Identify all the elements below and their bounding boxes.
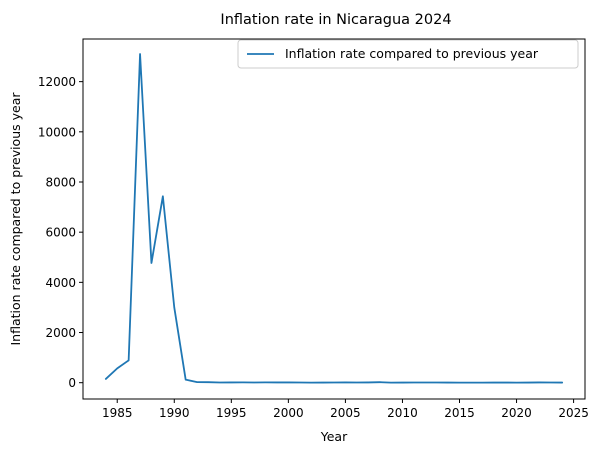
x-axis: 1985 1990 1995 2000 2005 2010 2015 2020 2025 <box>102 399 589 420</box>
y-tick-label: 2000 <box>45 326 76 340</box>
x-axis-label: Year <box>320 429 348 444</box>
legend: Inflation rate compared to previous year <box>237 39 579 69</box>
plot-area-frame <box>82 38 586 400</box>
y-tick-label: 12000 <box>38 75 76 89</box>
x-tick-label: 2010 <box>387 406 418 420</box>
y-tick-label: 6000 <box>45 226 76 240</box>
y-tick-label: 0 <box>68 376 76 390</box>
x-tick-label: 2005 <box>330 406 361 420</box>
legend-entry-label: Inflation rate compared to previous year <box>285 46 539 61</box>
x-tick-label: 1995 <box>216 406 247 420</box>
legend-box <box>237 39 579 69</box>
series-line <box>104 53 564 384</box>
x-tick-label: 1985 <box>102 406 133 420</box>
y-axis-label: Inflation rate compared to previous year <box>8 92 23 346</box>
y-tick-label: 10000 <box>38 125 76 139</box>
x-tick-label: 2025 <box>558 406 589 420</box>
y-tick-label: 8000 <box>45 175 76 189</box>
x-tick-label: 2000 <box>273 406 304 420</box>
series-layer <box>104 53 564 384</box>
x-tick-label: 1990 <box>159 406 190 420</box>
y-tick-label: 4000 <box>45 276 76 290</box>
x-tick-label: 2015 <box>444 406 475 420</box>
y-axis: 0 2000 4000 6000 8000 10000 12000 <box>38 75 83 390</box>
x-tick-label: 2020 <box>501 406 532 420</box>
chart-title: Inflation rate in Nicaragua 2024 <box>220 12 451 28</box>
